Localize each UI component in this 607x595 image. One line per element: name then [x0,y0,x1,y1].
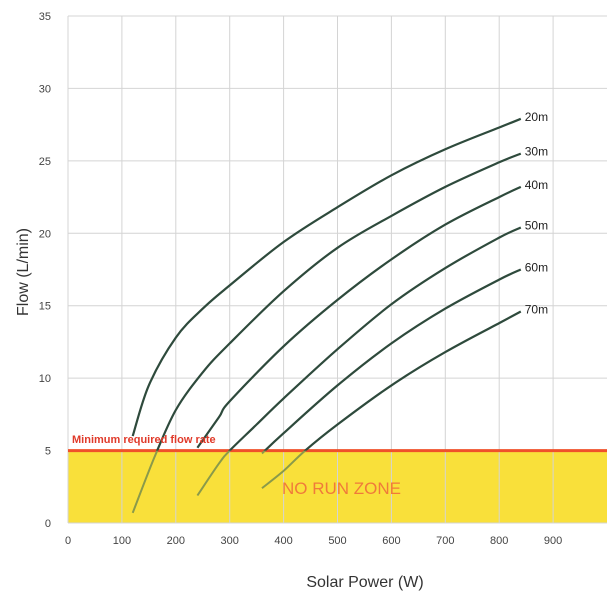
series-curve-below-70m [261,450,307,489]
y-tick-label: 5 [45,446,51,458]
x-tick-label: 400 [274,535,292,547]
y-axis-title: Flow (L/min) [15,228,32,316]
y-tick-label: 30 [39,83,51,95]
x-axis-ticks: 0 100 200 300 400 500 600 700 800 900 [65,535,562,547]
x-tick-label: 0 [65,535,71,547]
x-tick-label: 600 [382,535,400,547]
x-tick-label: 500 [328,535,346,547]
x-tick-label: 100 [113,535,131,547]
x-tick-label: 700 [436,535,454,547]
y-tick-label: 10 [39,373,51,385]
threshold-label: Minimum required flow rate [72,434,216,446]
y-tick-label: 25 [39,156,51,168]
x-tick-label: 900 [544,535,562,547]
series-curve-60m [263,268,522,451]
series-curve-40m [196,185,522,449]
x-tick-label: 800 [490,535,508,547]
series-label-30m: 30m [525,145,548,159]
no-run-zone-label: NO RUN ZONE [282,479,401,498]
y-tick-label: 0 [45,518,51,530]
x-tick-label: 200 [167,535,185,547]
y-tick-label: 20 [39,228,51,240]
y-tick-label: 35 [39,11,51,23]
series-curve-50m [228,226,522,451]
y-axis-ticks: 0 5 10 15 20 25 30 35 [39,11,51,530]
series-label-20m: 20m [525,110,548,124]
series-curves: 20m 30m 40m 50m 60m 70m [131,110,548,514]
series-curve-30m [156,152,522,451]
y-tick-label: 15 [39,301,51,313]
series-label-50m: 50m [525,218,548,232]
x-tick-label: 300 [221,535,239,547]
series-label-60m: 60m [525,261,548,275]
series-curve-20m [131,117,522,437]
series-label-40m: 40m [525,178,548,192]
x-axis-title: Solar Power (W) [306,574,423,591]
series-curve-70m [303,310,522,451]
series-label-70m: 70m [525,303,548,317]
series-curve-below-50m [196,450,232,497]
